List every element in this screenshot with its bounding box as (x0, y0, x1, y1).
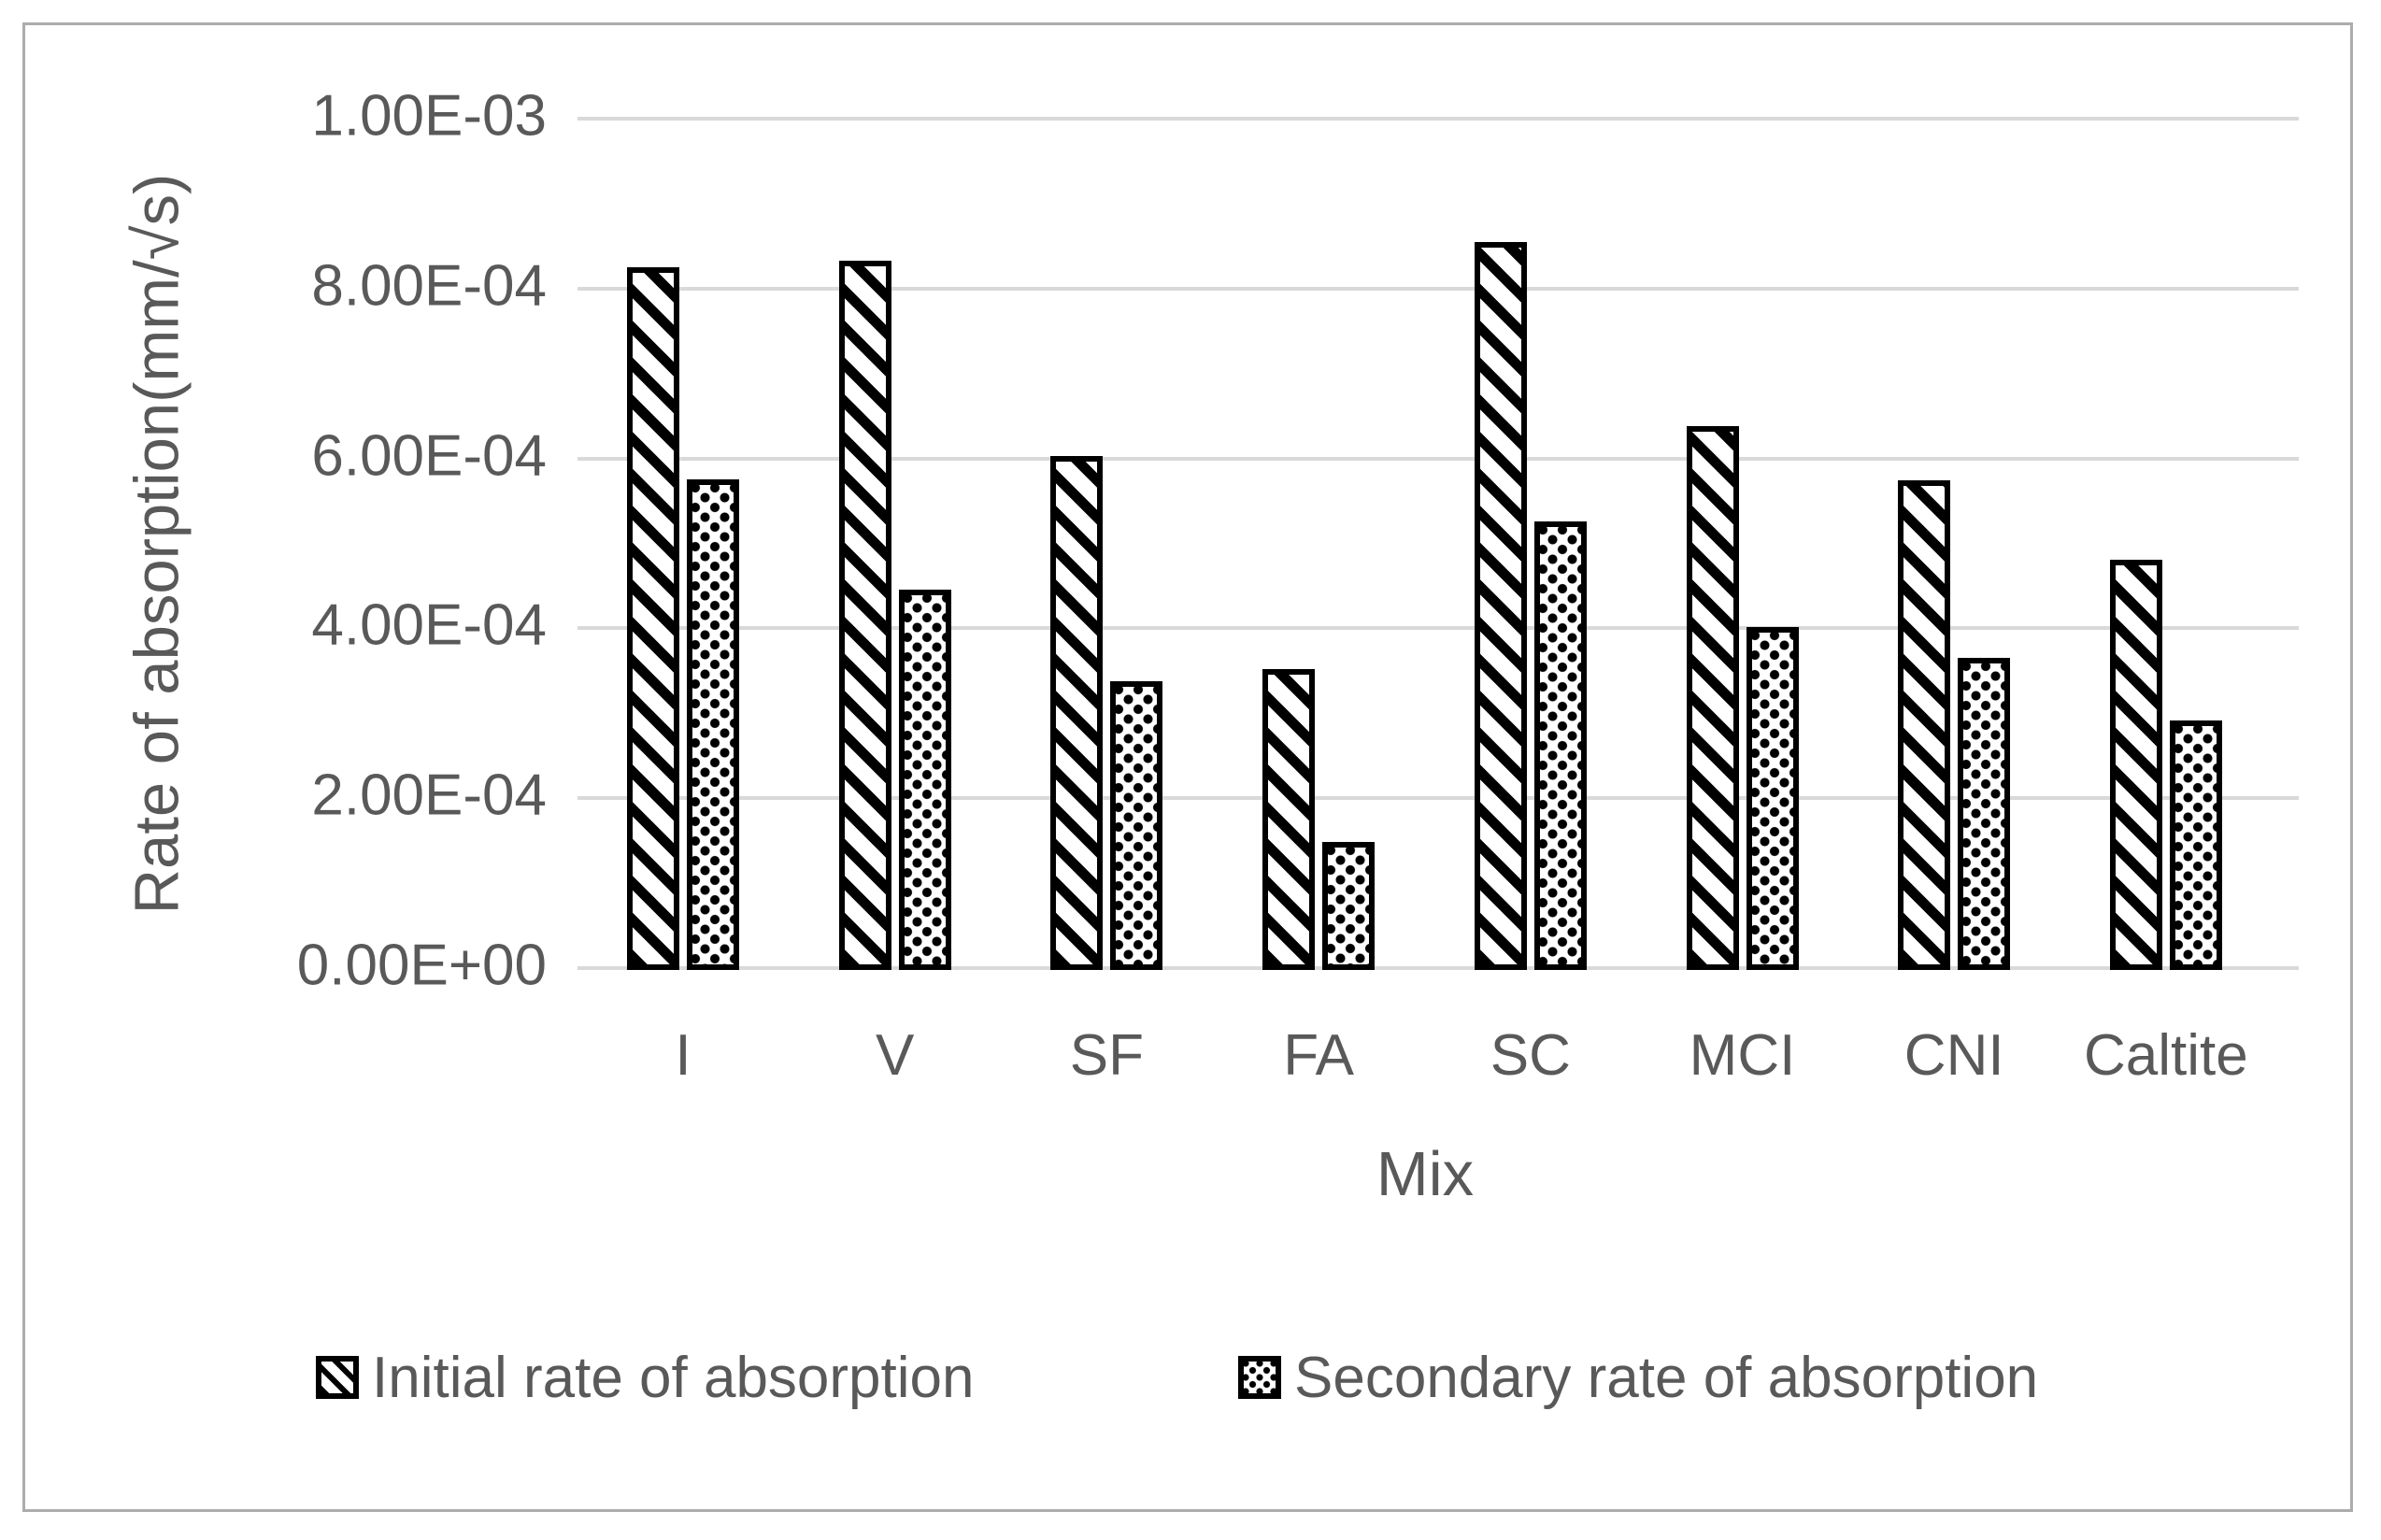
legend-label-initial: Initial rate of absorption (372, 1345, 975, 1410)
bar-secondary-sf (1110, 680, 1163, 970)
y-axis-tick-label: 1.00E-03 (311, 83, 547, 149)
x-axis-line (577, 966, 2299, 970)
bar-initial-sc (1474, 241, 1527, 970)
legend-swatch-diagonal-stripes-icon (316, 1356, 359, 1399)
bar-initial-caltite (2109, 559, 2162, 970)
bar-initial-sf (1050, 455, 1104, 970)
y-axis-tick-label: 4.00E-04 (311, 593, 547, 659)
x-axis-category-label-cni: CNI (1903, 1023, 2004, 1088)
gridline (577, 456, 2299, 461)
y-axis-tick-label: 8.00E-04 (311, 253, 547, 319)
y-axis-tick-label: 6.00E-04 (311, 423, 547, 489)
gridline (577, 286, 2299, 291)
y-axis-title: Rate of absorption(mm/√s) (121, 173, 192, 915)
x-axis-category-label-i: I (675, 1023, 691, 1088)
legend-item-secondary: Secondary rate of absorption (1238, 1344, 2038, 1411)
bar-initial-i (627, 267, 679, 970)
y-axis-tick-label: 2.00E-04 (311, 763, 547, 828)
bar-secondary-fa (1322, 842, 1376, 970)
legend-swatch-dotted-icon (1238, 1356, 1281, 1399)
gridline (577, 626, 2299, 631)
bar-initial-fa (1262, 669, 1316, 970)
bar-secondary-cni (1958, 658, 2011, 970)
x-axis-category-label-mci: MCI (1689, 1023, 1796, 1088)
x-axis-category-label-sf: SF (1069, 1023, 1145, 1088)
legend-label-secondary: Secondary rate of absorption (1294, 1345, 2039, 1410)
gridline (577, 117, 2299, 121)
bar-initial-cni (1898, 480, 1951, 970)
bar-secondary-v (898, 590, 951, 970)
x-axis-category-label-sc: SC (1490, 1023, 1571, 1088)
x-axis-title: Mix (1376, 1139, 1475, 1209)
bar-initial-v (838, 260, 891, 970)
bar-secondary-sc (1533, 520, 1587, 970)
chart-border (22, 22, 2353, 1512)
x-axis-category-label-fa: FA (1283, 1023, 1354, 1088)
legend-item-initial: Initial rate of absorption (316, 1344, 975, 1411)
x-axis-category-label-v: V (876, 1023, 915, 1088)
bar-secondary-mci (1746, 627, 1799, 970)
gridline (577, 796, 2299, 801)
bar-initial-mci (1686, 426, 1739, 970)
x-axis-category-label-caltite: Caltite (2084, 1023, 2248, 1088)
bar-secondary-caltite (2169, 720, 2222, 970)
bar-secondary-i (687, 479, 739, 970)
y-axis-tick-label: 0.00E+00 (296, 933, 547, 998)
